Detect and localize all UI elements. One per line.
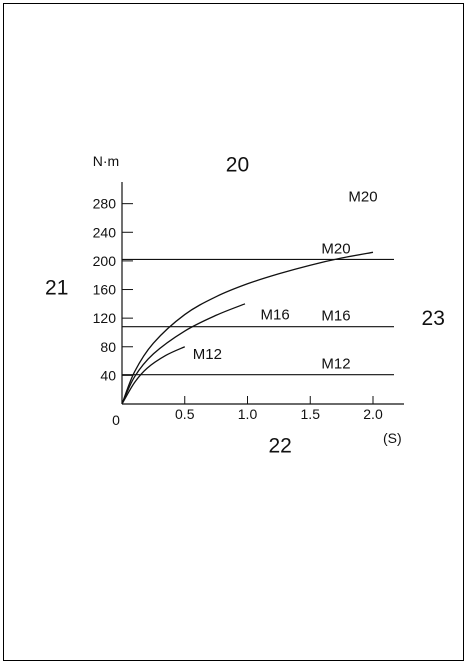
curve-label: M16 (261, 307, 290, 324)
y-tick-label: 120 (93, 310, 117, 326)
chart-axes (121, 182, 404, 405)
callout-number: 21 (45, 276, 68, 299)
series-line-m20 (121, 251, 374, 405)
page-frame (3, 3, 464, 661)
x-tick-label: 2.0 (363, 406, 383, 422)
callout-number: 22 (268, 434, 291, 457)
x-tick-label: 1.5 (301, 406, 321, 422)
y-tick-label: 280 (93, 196, 117, 212)
reference-line-label: M20 (321, 240, 350, 257)
x-axis-label: (S) (383, 430, 402, 446)
x-tick-label: 1.0 (238, 406, 258, 422)
y-tick-label: 40 (100, 367, 116, 383)
series-line-m16 (121, 303, 246, 405)
reference-line-label: M12 (321, 356, 350, 373)
curve-label: M12 (193, 346, 222, 363)
y-tick-label: 200 (93, 253, 117, 269)
y-tick-label: 160 (93, 282, 117, 298)
y-tick-label: 80 (100, 339, 116, 355)
origin-label: 0 (112, 412, 120, 428)
curve-label: M20 (348, 189, 377, 206)
chart-marks (121, 251, 394, 405)
y-tick-label: 240 (93, 224, 117, 240)
series-line-m12 (121, 346, 186, 405)
reference-line-label: M16 (321, 308, 350, 325)
x-tick-label: 0.5 (175, 406, 195, 422)
callout-number: 23 (422, 307, 445, 330)
y-axis-label: N·m (93, 153, 119, 169)
chart-texts: 40 80 120 160 200 240 280 0.5 1.0 1.5 2.0 0 N·m (S) M2… (45, 153, 445, 457)
callout-number: 20 (226, 153, 249, 176)
